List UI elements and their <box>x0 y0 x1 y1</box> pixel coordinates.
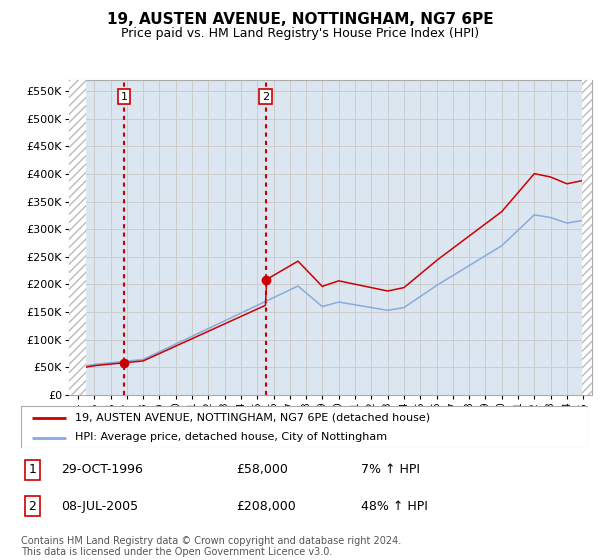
Text: £208,000: £208,000 <box>236 500 296 512</box>
Text: 19, AUSTEN AVENUE, NOTTINGHAM, NG7 6PE (detached house): 19, AUSTEN AVENUE, NOTTINGHAM, NG7 6PE (… <box>75 413 430 423</box>
Text: 2: 2 <box>28 500 36 512</box>
Text: 48% ↑ HPI: 48% ↑ HPI <box>361 500 428 512</box>
Text: 2: 2 <box>262 92 269 102</box>
Text: HPI: Average price, detached house, City of Nottingham: HPI: Average price, detached house, City… <box>75 432 387 442</box>
FancyBboxPatch shape <box>21 406 588 448</box>
Text: 1: 1 <box>28 463 36 476</box>
Text: 29-OCT-1996: 29-OCT-1996 <box>61 463 143 476</box>
Text: Price paid vs. HM Land Registry's House Price Index (HPI): Price paid vs. HM Land Registry's House … <box>121 27 479 40</box>
Text: 7% ↑ HPI: 7% ↑ HPI <box>361 463 420 476</box>
Bar <box>582 80 593 395</box>
Text: 1: 1 <box>121 92 128 102</box>
Text: Contains HM Land Registry data © Crown copyright and database right 2024.
This d: Contains HM Land Registry data © Crown c… <box>21 535 401 557</box>
Bar <box>69 80 86 395</box>
Text: 19, AUSTEN AVENUE, NOTTINGHAM, NG7 6PE: 19, AUSTEN AVENUE, NOTTINGHAM, NG7 6PE <box>107 12 493 27</box>
Text: 08-JUL-2005: 08-JUL-2005 <box>61 500 138 512</box>
Text: £58,000: £58,000 <box>236 463 289 476</box>
